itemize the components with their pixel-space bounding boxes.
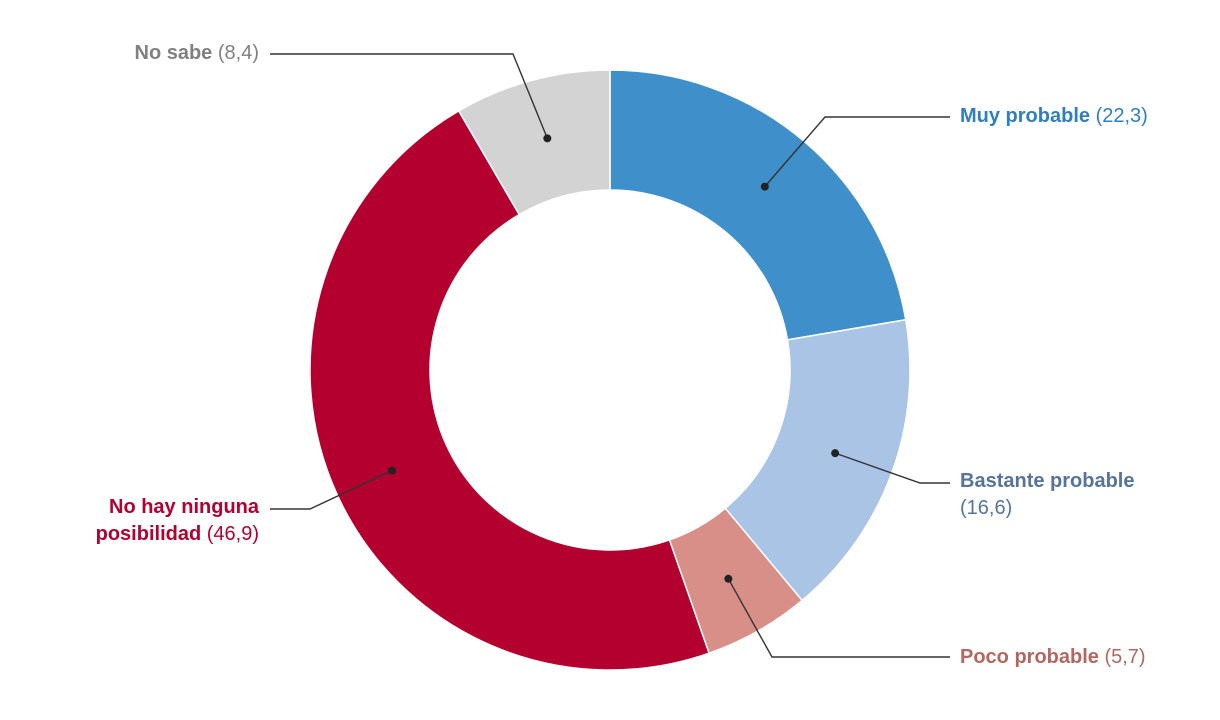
- label-no-sabe-name: No sabe: [134, 42, 213, 64]
- leader-bastante-probable-dot: [831, 449, 840, 458]
- label-no-sabe: No sabe (8,4): [135, 40, 260, 67]
- slice-bastante-probable: [724, 318, 911, 602]
- leader-bastante-probable: [834, 452, 950, 484]
- leader-ninguna-posibilidad: [270, 469, 393, 510]
- label-ninguna-value: (46,9): [206, 523, 259, 545]
- label-bastante-probable-value: (16,6): [960, 497, 1013, 519]
- leader-ninguna-posibilidad-dot: [388, 466, 397, 475]
- leader-muy-probable: [764, 116, 950, 188]
- slice-ninguna-posibilidad: [309, 109, 711, 671]
- label-muy-probable-value: (22,3): [1095, 105, 1148, 127]
- slice-muy-probable: [609, 69, 907, 341]
- label-ninguna-line2: posibilidad: [95, 523, 202, 545]
- leader-no-sabe-dot: [543, 134, 552, 143]
- label-bastante-probable: Bastante probable (16,6): [960, 468, 1134, 522]
- label-ninguna-posibilidad: No hay ninguna posibilidad (46,9): [96, 494, 259, 548]
- label-no-sabe-value: (8,4): [217, 42, 259, 64]
- label-poco-probable-value: (5,7): [1104, 646, 1146, 668]
- label-poco-probable: Poco probable (5,7): [960, 644, 1146, 671]
- slice-no-sabe: [457, 69, 611, 216]
- label-muy-probable-name: Muy probable: [960, 105, 1091, 127]
- leader-poco-probable-dot: [724, 574, 733, 583]
- leader-muy-probable-dot: [760, 182, 769, 191]
- label-ninguna-line1: No hay ninguna: [109, 496, 259, 518]
- leader-poco-probable: [727, 578, 950, 658]
- label-poco-probable-name: Poco probable: [960, 646, 1099, 668]
- leader-no-sabe: [270, 53, 548, 139]
- label-muy-probable: Muy probable (22,3): [960, 103, 1148, 130]
- label-bastante-probable-name: Bastante probable: [960, 470, 1135, 492]
